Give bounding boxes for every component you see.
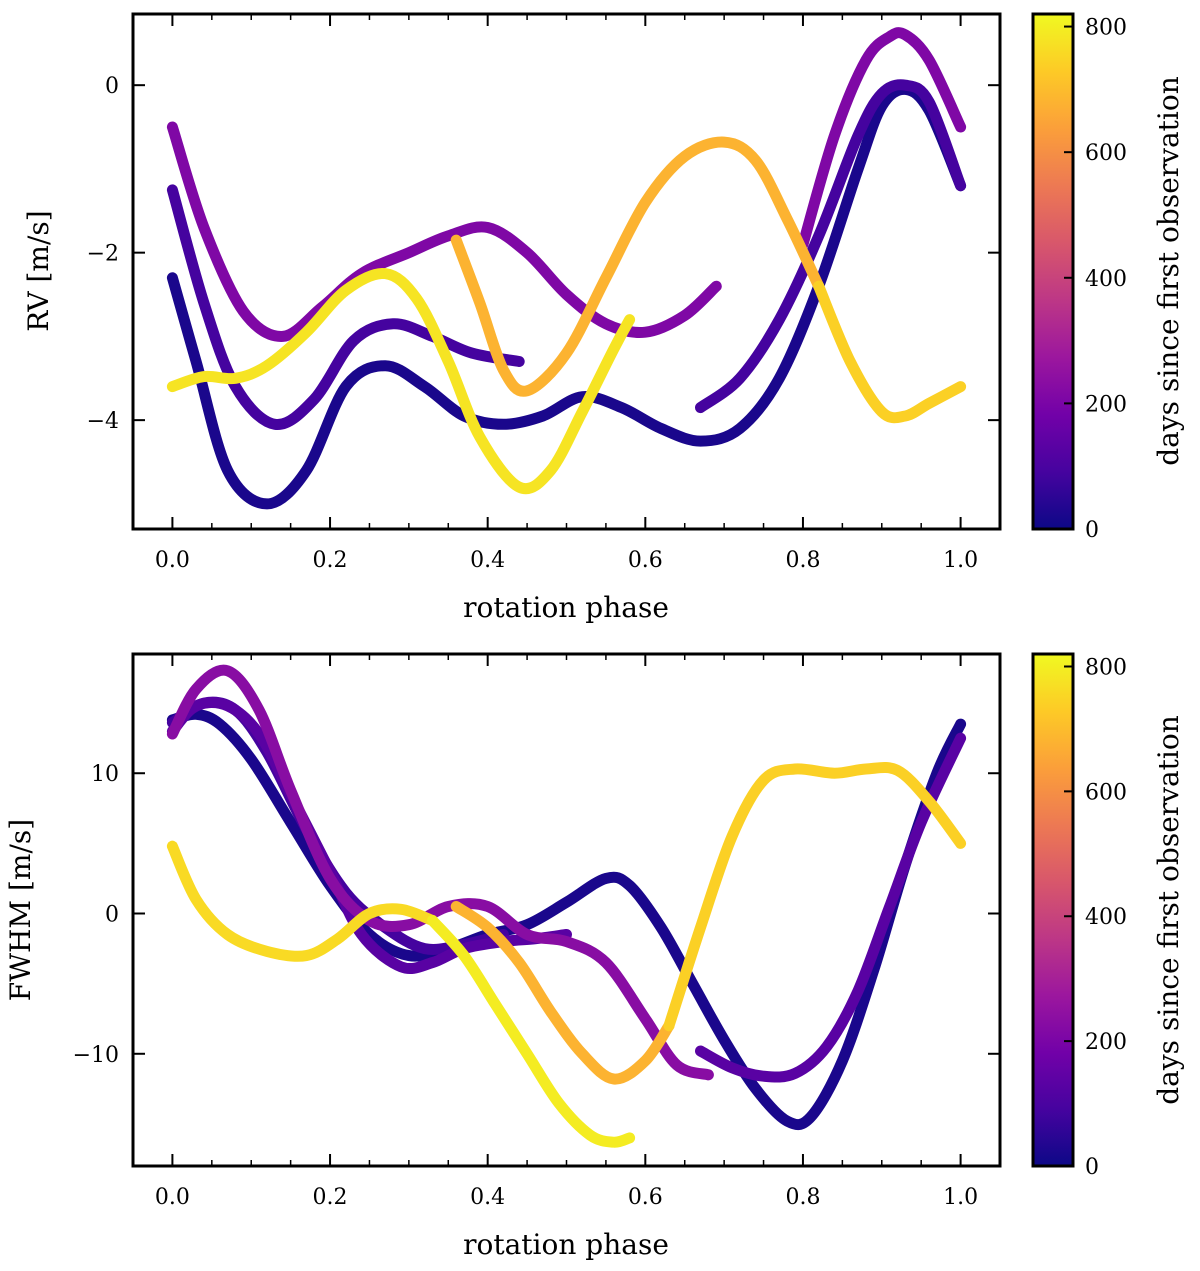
rv-y-axis-label: RV [m/s] [22,210,55,331]
fwhm-series-7 [166,840,438,962]
rv-colorbar-tick-label: 800 [1085,16,1127,41]
fwhm-series-3 [695,732,967,1083]
fwhm-series-0 [166,708,967,1131]
rv-x-tick-label: 0.4 [470,548,505,573]
fwhm-colorbar-label: days since first observation [1152,715,1185,1105]
fwhm-series-1 [166,696,509,955]
rv-x-tick-label: 1.0 [943,548,978,573]
rv-x-tick-label: 0.2 [313,548,348,573]
rv-series-3 [166,121,722,342]
rv-x-tick-label: 0.6 [628,548,663,573]
rv-colorbar-tick-label: 0 [1085,518,1099,543]
rv-colorbar-label: days since first observation [1152,76,1185,466]
fwhm-y-tick-label: 0 [105,903,119,928]
rv-colorbar [1031,12,1075,531]
fwhm-x-tick-label: 0.2 [313,1185,348,1210]
rv-colorbar-tick-label: 400 [1085,267,1127,292]
rv-x-tick-label: 0.0 [155,548,190,573]
rv-y-tick-label: −4 [87,409,119,434]
rv-series-4 [797,27,967,250]
rv-series-2 [695,79,967,414]
rv-x-axis-label: rotation phase [463,591,669,624]
fwhm-y-tick-label: 10 [91,762,119,787]
fwhm-colorbar-tick-label: 0 [1085,1155,1099,1180]
fwhm-x-tick-label: 0.8 [785,1185,820,1210]
fwhm-colorbar [1031,652,1075,1168]
fwhm-series-5 [450,901,675,1085]
fwhm-colorbar-tick-label: 400 [1085,905,1127,930]
rv-series-5 [450,136,825,397]
rv-y-tick-label: 0 [105,74,119,99]
rv-x-tick-label: 0.8 [785,548,820,573]
fwhm-y-tick-label: −10 [73,1043,119,1068]
fwhm-x-tick-label: 0.0 [155,1185,190,1210]
rv-panel: 0.0 0.2 0.4 0.6 0.8 1.0 −4 −2 0 rotation phase R… [22,12,1185,624]
fwhm-colorbar-tick-label: 800 [1085,655,1127,680]
rv-series-6 [813,280,967,424]
fwhm-x-tick-label: 0.4 [470,1185,505,1210]
rv-series-7 [166,268,636,495]
rv-y-tick-label: −2 [87,242,119,267]
rv-series-1 [166,184,525,430]
fwhm-colorbar-tick-label: 600 [1085,780,1127,805]
rv-colorbar-tick-label: 200 [1085,392,1127,417]
fwhm-x-axis-label: rotation phase [463,1228,669,1261]
fwhm-colorbar-tick-label: 200 [1085,1030,1127,1055]
fwhm-series-6 [663,762,967,1032]
fwhm-y-axis-label: FWHM [m/s] [4,819,37,1001]
fwhm-x-tick-label: 0.6 [628,1185,663,1210]
fwhm-series-8 [427,915,636,1148]
rv-colorbar-tick-label: 600 [1085,141,1127,166]
fwhm-x-tick-label: 1.0 [943,1185,978,1210]
